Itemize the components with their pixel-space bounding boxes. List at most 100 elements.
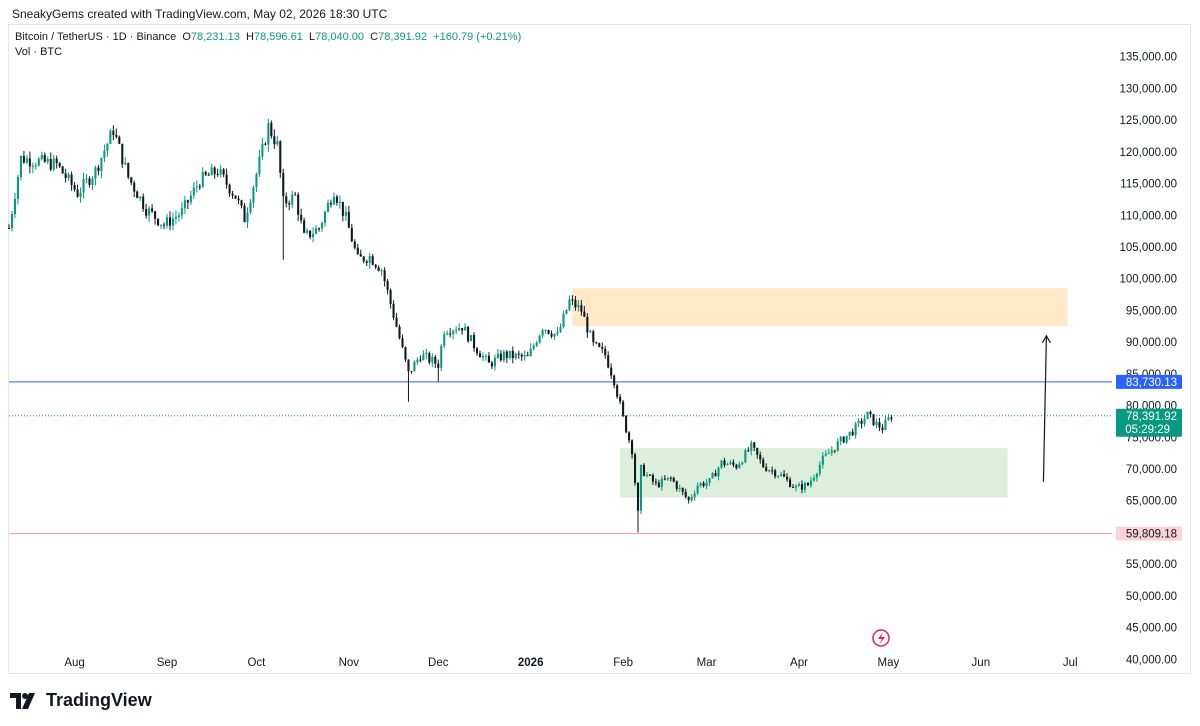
candle-body	[437, 363, 440, 368]
candle-body	[532, 345, 535, 349]
chart-legend: Bitcoin / TetherUS · 1D · Binance O78,23…	[15, 30, 521, 60]
candle-body	[553, 333, 556, 337]
candle-body	[443, 334, 446, 346]
candle-body	[148, 208, 151, 216]
candle-body	[663, 478, 666, 480]
candle-body	[580, 305, 583, 312]
symbol-label[interactable]: Bitcoin / TetherUS · 1D · Binance	[15, 31, 177, 43]
candle-body	[669, 477, 672, 479]
candle-body	[651, 475, 654, 482]
candle-body	[383, 270, 386, 282]
candle-body	[601, 346, 604, 349]
low-label: L	[308, 31, 316, 43]
candle-body	[619, 396, 622, 402]
candle-body	[97, 167, 100, 172]
candle-body	[22, 155, 25, 163]
candle-body	[845, 435, 848, 443]
candle-body	[46, 159, 49, 162]
candle-body	[583, 311, 586, 317]
candle-body	[70, 174, 73, 185]
candle-body	[434, 356, 437, 364]
candle-body	[231, 193, 234, 196]
candle-body	[309, 230, 312, 238]
candle-body	[738, 464, 741, 469]
candle-body	[809, 480, 812, 486]
candle-body	[371, 256, 374, 265]
support-price-tag-bg	[1116, 374, 1182, 389]
candle-body	[341, 201, 344, 216]
candle-body	[765, 467, 768, 471]
candle-body	[496, 353, 499, 358]
candle-body	[699, 483, 702, 486]
candle-body	[788, 479, 792, 487]
candle-body	[455, 330, 458, 332]
candle-body	[40, 154, 43, 159]
candle-body	[297, 194, 300, 215]
candle-body	[487, 355, 490, 363]
candle-body	[249, 202, 252, 213]
candle-body	[303, 220, 306, 233]
candle-body	[607, 355, 610, 368]
candle-body	[467, 326, 470, 342]
y-tick-label: 110,000.00	[1120, 210, 1177, 222]
candle-body	[657, 482, 660, 487]
volume-label[interactable]: Vol · BTC	[15, 46, 63, 58]
close-value: 78,391.92	[378, 31, 428, 43]
candle-body	[82, 179, 85, 193]
candle-body	[428, 353, 431, 363]
candle-body	[288, 203, 291, 205]
candle-body	[565, 309, 568, 314]
candle-body	[723, 460, 726, 466]
candle-body	[294, 194, 297, 196]
candle-body	[240, 200, 243, 206]
candle-body	[145, 208, 148, 216]
candle-body	[201, 171, 204, 187]
candle-body	[154, 211, 157, 219]
candle-body	[73, 184, 76, 190]
candle-body	[490, 362, 493, 367]
candle-body	[7, 227, 11, 229]
candle-body	[452, 330, 455, 334]
candle-body	[398, 326, 401, 339]
candle-body	[320, 222, 324, 229]
candle-body	[648, 474, 651, 476]
candle-body	[470, 335, 473, 342]
candle-body	[243, 205, 246, 223]
candle-body	[550, 333, 553, 337]
candle-body	[642, 464, 646, 476]
candle-body	[484, 355, 488, 357]
candle-body	[735, 464, 738, 469]
candle-body	[109, 130, 112, 144]
candle-body	[28, 158, 31, 167]
candle-body	[666, 477, 669, 480]
candle-body	[61, 166, 64, 174]
candle-body	[142, 196, 145, 209]
projection-arrow-head	[1041, 334, 1051, 344]
candle-body	[118, 136, 121, 144]
candle-body	[830, 450, 833, 454]
candle-body	[16, 176, 19, 199]
candle-body	[571, 299, 574, 301]
candle-body	[529, 348, 532, 357]
high-value: 78,596.61	[253, 31, 303, 43]
candle-body	[628, 432, 631, 441]
tradingview-logo[interactable]: TradingView	[10, 690, 152, 711]
candle-body	[747, 450, 750, 452]
candle-body	[592, 331, 595, 343]
candle-body	[440, 345, 443, 368]
candle-body	[338, 201, 341, 203]
candle-body	[165, 217, 169, 226]
candle-body	[800, 484, 804, 490]
candle-body	[306, 230, 309, 233]
candle-body	[458, 327, 461, 331]
y-tick-label: 45,000.00	[1126, 623, 1177, 635]
chart-frame[interactable]	[8, 24, 1191, 674]
candle-body	[255, 174, 258, 188]
candle-body	[449, 333, 452, 335]
candle-body	[183, 200, 186, 209]
candle-body	[237, 198, 240, 201]
candle-body	[786, 476, 789, 480]
candle-body	[783, 474, 786, 477]
candle-body	[535, 342, 538, 346]
